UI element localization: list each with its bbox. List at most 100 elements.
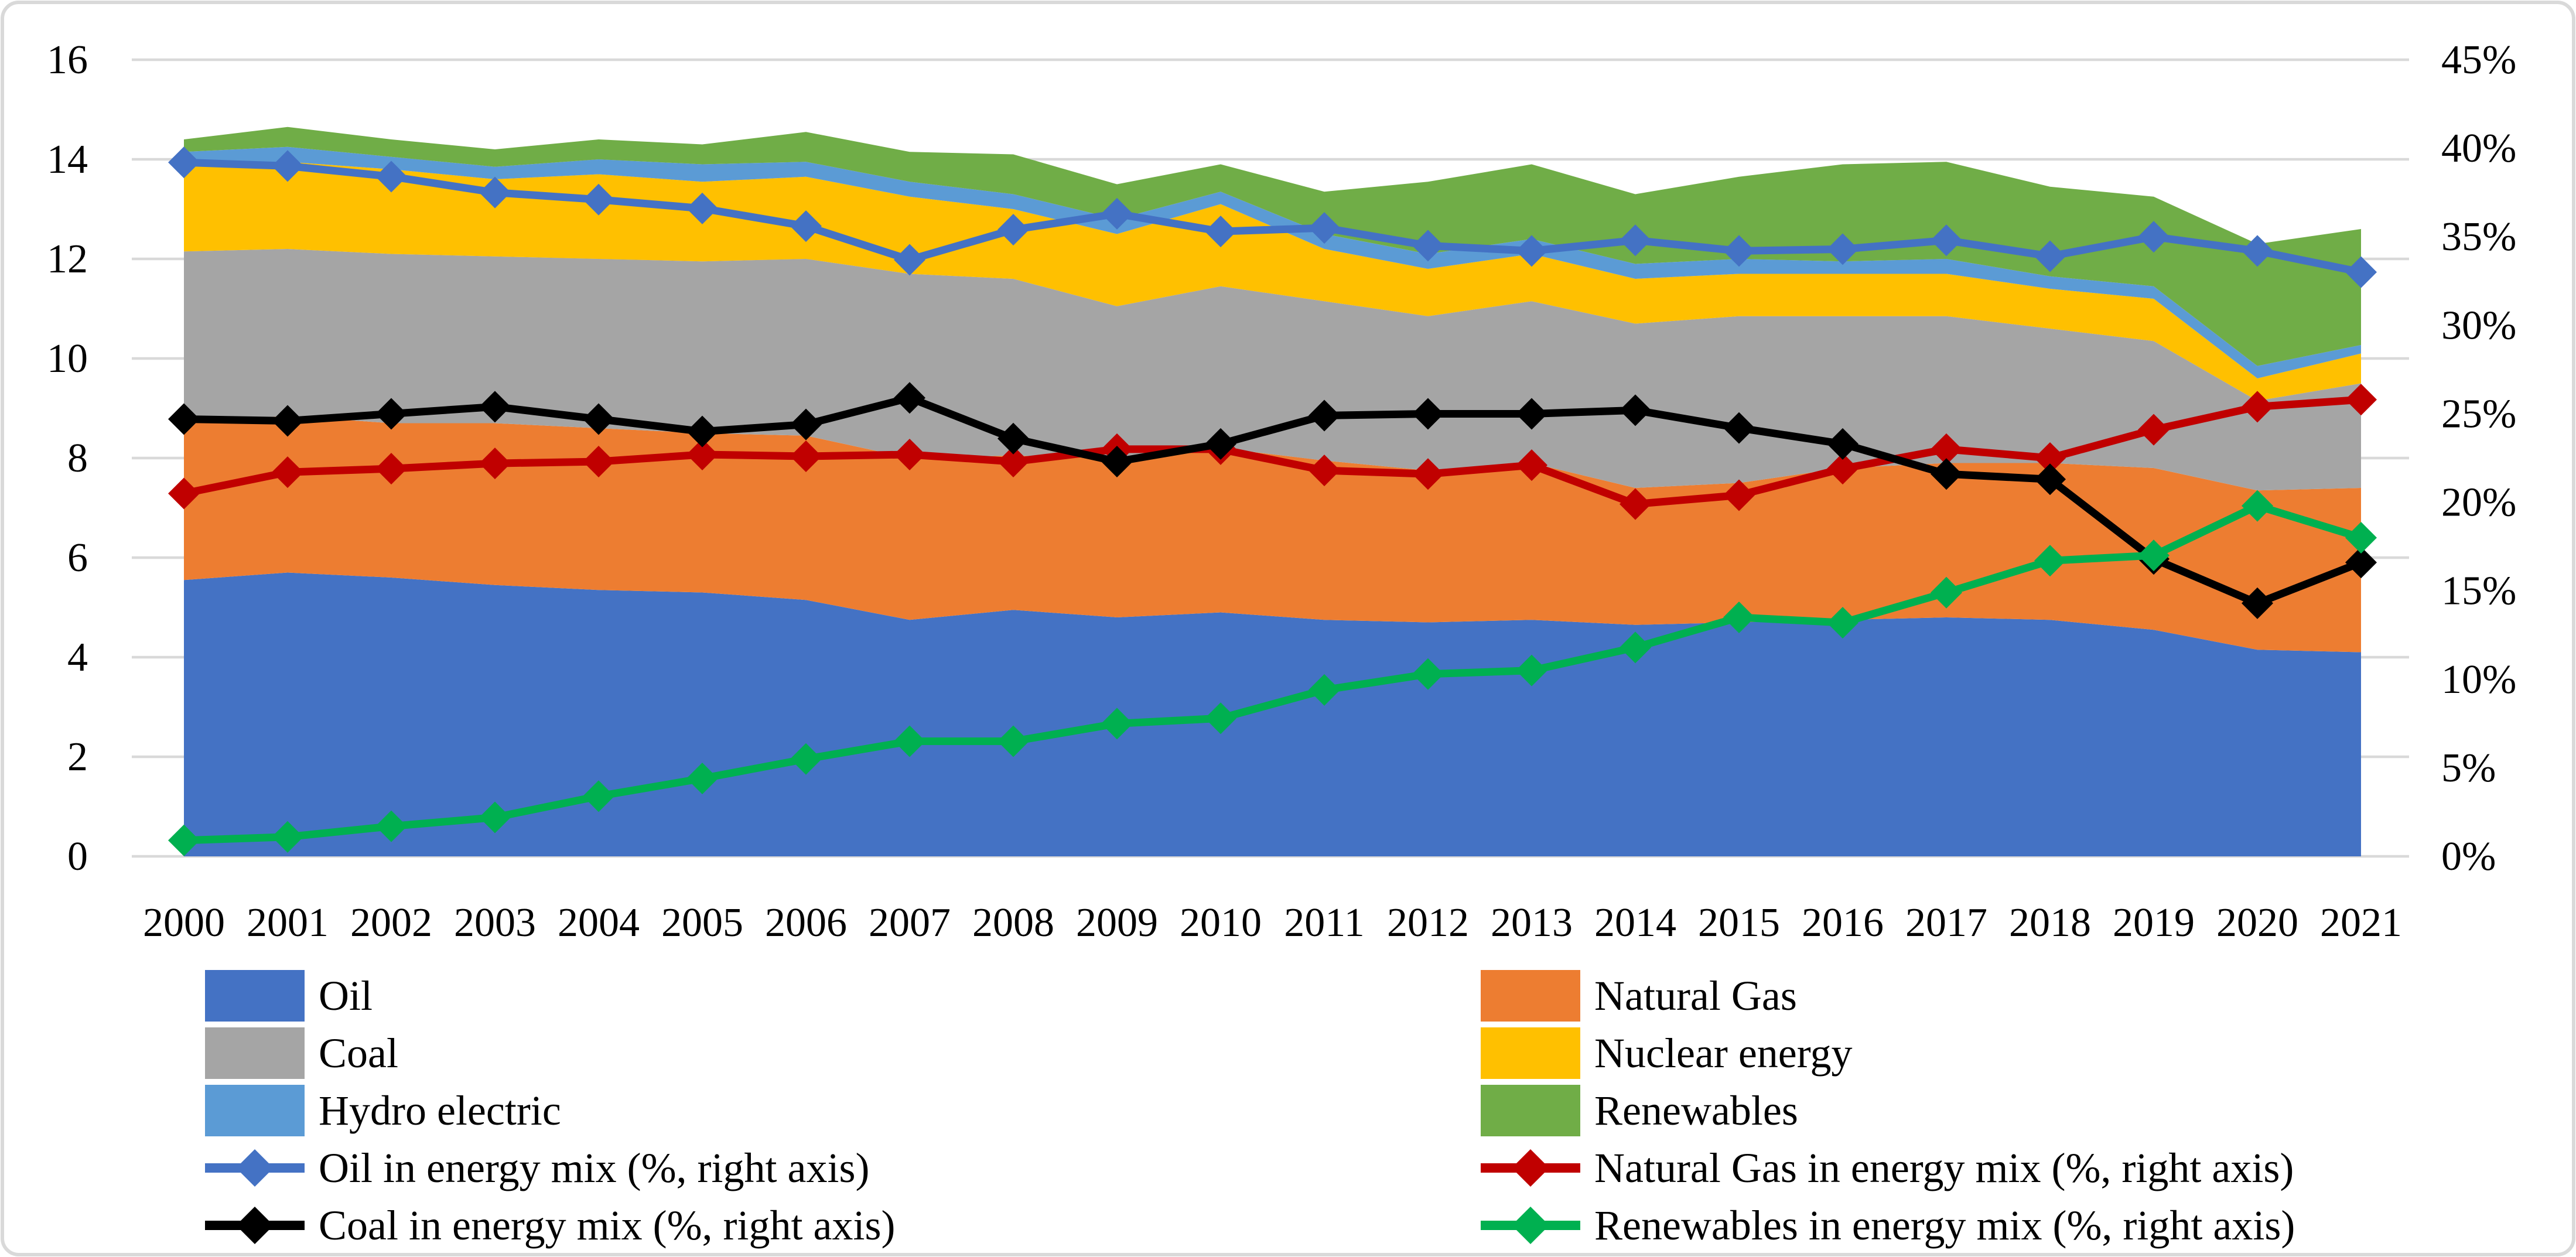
marker-renewables-in-energy-mix-right-axis-2000 <box>168 824 200 856</box>
x-axis-label-2008: 2008 <box>972 900 1054 945</box>
marker-renewables-in-energy-mix-right-axis-2002 <box>375 810 407 842</box>
marker-renewables-in-energy-mix-right-axis-2001 <box>272 821 303 853</box>
marker-coal-in-energy-mix-right-axis-2015 <box>1723 412 1755 444</box>
marker-natural-gas-in-energy-mix-right-axis-2002 <box>375 453 407 485</box>
x-axis-label-2005: 2005 <box>661 900 743 945</box>
marker-coal-in-energy-mix-right-axis-2017 <box>1931 458 1962 490</box>
marker-coal-in-energy-mix-right-axis-2006 <box>790 408 822 440</box>
marker-natural-gas-in-energy-mix-right-axis-2000 <box>168 477 200 510</box>
marker-oil-in-energy-mix-right-axis-2014 <box>1620 224 1651 257</box>
marker-renewables-in-energy-mix-right-axis-2017 <box>1931 576 1962 609</box>
marker-coal-in-energy-mix-right-axis-2018 <box>2034 463 2066 496</box>
x-axis-label-2010: 2010 <box>1180 900 1262 945</box>
marker-renewables-in-energy-mix-right-axis-2021 <box>2345 522 2377 554</box>
marker-renewables-in-energy-mix-right-axis-2014 <box>1620 631 1651 664</box>
marker-oil-in-energy-mix-right-axis-2009 <box>1101 197 1133 230</box>
marker-renewables-in-energy-mix-right-axis-2019 <box>2138 539 2170 572</box>
x-axis-label-2017: 2017 <box>1905 900 1987 945</box>
marker-natural-gas-in-energy-mix-right-axis-2011 <box>1309 455 1340 487</box>
x-axis-label-2003: 2003 <box>454 900 536 945</box>
legend-label-natural-gas: Natural Gas <box>1594 972 1797 1019</box>
marker-coal-in-energy-mix-right-axis-2007 <box>894 382 925 414</box>
right-axis-label-5: 5% <box>2441 746 2496 791</box>
marker-coal-in-energy-mix-right-axis-2010 <box>1205 428 1236 460</box>
x-axis-label-2012: 2012 <box>1387 900 1469 945</box>
area-hydro-electric <box>184 146 2361 378</box>
marker-oil-in-energy-mix-right-axis-2012 <box>1412 230 1444 262</box>
x-axis-label-2007: 2007 <box>869 900 951 945</box>
marker-renewables-in-energy-mix-right-axis-2018 <box>2034 545 2066 577</box>
marker-renewables-in-energy-mix-right-axis-2009 <box>1101 708 1133 740</box>
legend-item-hydro-electric: Hydro electric <box>205 1085 561 1136</box>
marker-natural-gas-in-energy-mix-right-axis-2016 <box>1827 453 1858 485</box>
left-axis-label-16: 16 <box>47 37 88 83</box>
marker-renewables-in-energy-mix-right-axis-2003 <box>479 801 511 834</box>
legend-swatch-renewables <box>1481 1085 1580 1136</box>
left-axis-label-6: 6 <box>67 535 88 580</box>
marker-coal-in-energy-mix-right-axis-2016 <box>1827 428 1858 460</box>
marker-natural-gas-in-energy-mix-right-axis-2013 <box>1516 449 1547 481</box>
marker-oil-in-energy-mix-right-axis-2013 <box>1516 235 1547 267</box>
marker-coal-in-energy-mix-right-axis-2021 <box>2345 546 2377 579</box>
marker-oil-in-energy-mix-right-axis-2001 <box>272 150 303 182</box>
right-axis-label-45: 45% <box>2441 37 2516 83</box>
marker-oil-in-energy-mix-right-axis-2015 <box>1723 235 1755 267</box>
legend-label-natural-gas-in-energy-mix-right-axis: Natural Gas in energy mix (%, right axis… <box>1594 1145 2294 1191</box>
left-axis-label-10: 10 <box>47 336 88 381</box>
legend-swatch-coal <box>205 1027 305 1079</box>
legend-diamond-coal-in-energy-mix-right-axis <box>236 1207 274 1244</box>
legend-item-renewables: Renewables <box>1481 1085 1798 1136</box>
left-axis-label-12: 12 <box>47 237 88 282</box>
marker-renewables-in-energy-mix-right-axis-2013 <box>1516 654 1547 686</box>
marker-natural-gas-in-energy-mix-right-axis-2020 <box>2242 391 2273 423</box>
marker-natural-gas-in-energy-mix-right-axis-2017 <box>1931 433 1962 465</box>
left-axis-label-4: 4 <box>67 635 88 680</box>
legend-swatch-nuclear-energy <box>1481 1027 1580 1079</box>
marker-natural-gas-in-energy-mix-right-axis-2021 <box>2345 384 2377 416</box>
x-axis-label-2015: 2015 <box>1698 900 1780 945</box>
marker-oil-in-energy-mix-right-axis-2016 <box>1827 233 1858 265</box>
marker-natural-gas-in-energy-mix-right-axis-2005 <box>686 438 718 470</box>
legend-item-oil-in-energy-mix-right-axis: Oil in energy mix (%, right axis) <box>205 1145 870 1191</box>
legend-label-hydro-electric: Hydro electric <box>319 1087 561 1134</box>
marker-oil-in-energy-mix-right-axis-2000 <box>168 146 200 179</box>
marker-renewables-in-energy-mix-right-axis-2011 <box>1309 674 1340 706</box>
marker-coal-in-energy-mix-right-axis-2009 <box>1101 446 1133 478</box>
marker-natural-gas-in-energy-mix-right-axis-2006 <box>790 440 822 472</box>
marker-renewables-in-energy-mix-right-axis-2004 <box>583 780 614 812</box>
marker-coal-in-energy-mix-right-axis-2013 <box>1516 398 1547 430</box>
marker-oil-in-energy-mix-right-axis-2006 <box>790 210 822 242</box>
legend-item-natural-gas-in-energy-mix-right-axis: Natural Gas in energy mix (%, right axis… <box>1481 1145 2294 1191</box>
marker-natural-gas-in-energy-mix-right-axis-2012 <box>1412 458 1444 490</box>
x-axis-label-2002: 2002 <box>350 900 432 945</box>
marker-coal-in-energy-mix-right-axis-2011 <box>1309 399 1340 432</box>
x-axis-label-2001: 2001 <box>247 900 329 945</box>
legend-diamond-renewables-in-energy-mix-right-axis <box>1512 1207 1549 1244</box>
right-axis-label-10: 10% <box>2441 657 2516 702</box>
legend-diamond-oil-in-energy-mix-right-axis <box>236 1149 274 1187</box>
marker-coal-in-energy-mix-right-axis-2002 <box>375 398 407 430</box>
marker-natural-gas-in-energy-mix-right-axis-2003 <box>479 448 511 480</box>
line-renewables-in-energy-mix-right-axis <box>183 501 2362 845</box>
marker-renewables-in-energy-mix-right-axis-2007 <box>894 725 925 757</box>
x-axis-label-2000: 2000 <box>143 900 225 945</box>
legend-label-oil-in-energy-mix-right-axis: Oil in energy mix (%, right axis) <box>319 1145 870 1191</box>
left-axis-label-8: 8 <box>67 436 88 481</box>
marker-oil-in-energy-mix-right-axis-2005 <box>686 192 718 224</box>
line-coal-in-energy-mix-right-axis <box>183 394 2363 607</box>
marker-renewables-in-energy-mix-right-axis-2020 <box>2242 490 2273 522</box>
legend-label-renewables-in-energy-mix-right-axis: Renewables in energy mix (%, right axis) <box>1594 1202 2295 1249</box>
left-axis-label-0: 0 <box>67 834 88 879</box>
marker-coal-in-energy-mix-right-axis-2000 <box>168 403 200 435</box>
marker-renewables-in-energy-mix-right-axis-2005 <box>686 763 718 795</box>
area-oil <box>184 572 2361 856</box>
area-renewables <box>184 127 2361 366</box>
marker-natural-gas-in-energy-mix-right-axis-2004 <box>583 446 614 478</box>
x-axis-label-2018: 2018 <box>2009 900 2091 945</box>
right-axis-label-20: 20% <box>2441 480 2516 525</box>
x-axis-label-2011: 2011 <box>1284 900 1364 945</box>
marker-renewables-in-energy-mix-right-axis-2010 <box>1205 702 1236 735</box>
area-nuclear-energy <box>184 162 2361 401</box>
